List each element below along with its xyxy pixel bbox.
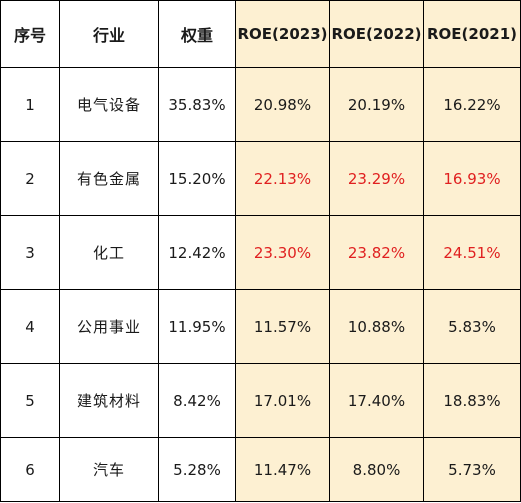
cell-roe-2021: 5.83% <box>423 289 521 364</box>
cell-roe-2023: 11.47% <box>235 437 330 502</box>
cell-industry: 公用事业 <box>59 289 159 364</box>
table-row: 4 公用事业 11.95% 11.57% 10.88% 5.83% <box>0 289 521 364</box>
cell-index: 1 <box>0 67 60 142</box>
cell-index: 3 <box>0 215 60 290</box>
header-roe-2023: ROE(2023) <box>235 0 330 68</box>
cell-industry: 化工 <box>59 215 159 290</box>
cell-industry: 建筑材料 <box>59 363 159 438</box>
cell-weight: 11.95% <box>158 289 236 364</box>
header-weight: 权重 <box>158 0 236 68</box>
cell-roe-2021: 18.83% <box>423 363 521 438</box>
cell-roe-2023: 22.13% <box>235 141 330 216</box>
cell-industry: 汽车 <box>59 437 159 502</box>
cell-index: 6 <box>0 437 60 502</box>
cell-index: 4 <box>0 289 60 364</box>
cell-roe-2022: 20.19% <box>329 67 424 142</box>
header-roe-2021: ROE(2021) <box>423 0 521 68</box>
cell-weight: 35.83% <box>158 67 236 142</box>
cell-weight: 12.42% <box>158 215 236 290</box>
cell-roe-2023: 20.98% <box>235 67 330 142</box>
cell-weight: 8.42% <box>158 363 236 438</box>
cell-roe-2022: 8.80% <box>329 437 424 502</box>
cell-roe-2022: 23.29% <box>329 141 424 216</box>
table-row: 2 有色金属 15.20% 22.13% 23.29% 16.93% <box>0 141 521 216</box>
header-row: 序号 行业 权重 ROE(2023) ROE(2022) ROE(2021) <box>0 0 521 68</box>
cell-roe-2023: 17.01% <box>235 363 330 438</box>
table-row: 1 电气设备 35.83% 20.98% 20.19% 16.22% <box>0 67 521 142</box>
cell-roe-2021: 16.22% <box>423 67 521 142</box>
cell-roe-2022: 10.88% <box>329 289 424 364</box>
cell-roe-2023: 11.57% <box>235 289 330 364</box>
cell-index: 5 <box>0 363 60 438</box>
header-index: 序号 <box>0 0 60 68</box>
cell-roe-2023: 23.30% <box>235 215 330 290</box>
cell-roe-2021: 16.93% <box>423 141 521 216</box>
header-roe-2022: ROE(2022) <box>329 0 424 68</box>
header-industry: 行业 <box>59 0 159 68</box>
table-row: 3 化工 12.42% 23.30% 23.82% 24.51% <box>0 215 521 290</box>
cell-weight: 15.20% <box>158 141 236 216</box>
cell-industry: 电气设备 <box>59 67 159 142</box>
cell-roe-2022: 17.40% <box>329 363 424 438</box>
cell-roe-2022: 23.82% <box>329 215 424 290</box>
cell-roe-2021: 24.51% <box>423 215 521 290</box>
table-row: 5 建筑材料 8.42% 17.01% 17.40% 18.83% <box>0 363 521 438</box>
table-row: 6 汽车 5.28% 11.47% 8.80% 5.73% <box>0 437 521 502</box>
cell-roe-2021: 5.73% <box>423 437 521 502</box>
cell-index: 2 <box>0 141 60 216</box>
cell-weight: 5.28% <box>158 437 236 502</box>
cell-industry: 有色金属 <box>59 141 159 216</box>
